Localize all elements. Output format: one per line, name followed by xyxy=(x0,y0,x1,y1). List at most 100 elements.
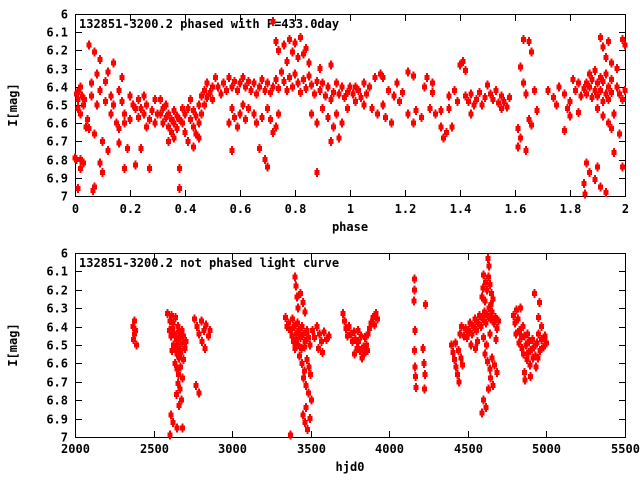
data-point xyxy=(427,106,433,112)
data-point xyxy=(178,349,184,355)
data-point xyxy=(480,316,486,322)
data-point xyxy=(504,104,510,110)
data-point xyxy=(614,66,620,72)
data-point xyxy=(586,71,592,77)
data-point xyxy=(357,348,363,353)
data-point xyxy=(345,333,351,339)
data-point xyxy=(422,386,428,392)
data-point xyxy=(432,111,438,117)
data-point xyxy=(207,327,213,333)
data-point xyxy=(479,102,485,108)
data-point xyxy=(97,87,103,93)
x-tick-label: 1.4 xyxy=(450,202,472,216)
data-point xyxy=(422,302,428,307)
data-point xyxy=(141,111,147,117)
data-point xyxy=(293,331,299,337)
data-point xyxy=(94,102,100,108)
data-point xyxy=(75,186,81,192)
data-point xyxy=(383,115,389,121)
data-point xyxy=(597,184,603,190)
data-point xyxy=(488,316,494,322)
data-point xyxy=(452,357,457,363)
data-point xyxy=(325,115,331,121)
data-point xyxy=(102,98,108,104)
data-point xyxy=(443,129,449,135)
data-point xyxy=(578,93,584,99)
data-point xyxy=(289,333,295,339)
data-point xyxy=(302,419,308,425)
data-point xyxy=(299,360,305,366)
y-tick-label: 6.8 xyxy=(46,394,68,408)
data-point xyxy=(284,87,290,93)
data-point xyxy=(606,38,611,44)
data-point xyxy=(174,366,180,372)
data-point xyxy=(573,87,578,93)
data-point xyxy=(515,144,521,150)
data-point xyxy=(370,314,376,320)
data-point xyxy=(326,333,332,339)
data-point xyxy=(105,148,111,153)
data-point xyxy=(359,355,365,361)
data-point xyxy=(170,419,176,425)
data-point xyxy=(522,377,528,383)
data-point xyxy=(520,324,526,330)
data-point xyxy=(520,37,526,42)
data-point xyxy=(455,348,461,353)
data-point xyxy=(457,62,463,68)
data-point xyxy=(464,335,470,341)
data-point xyxy=(212,75,218,81)
data-point xyxy=(328,138,334,144)
data-point xyxy=(174,351,180,357)
data-point xyxy=(185,106,191,112)
data-point xyxy=(481,309,487,315)
data-point xyxy=(203,322,209,328)
x-axis-label: hjd0 xyxy=(336,460,365,474)
data-point xyxy=(413,384,419,390)
data-point xyxy=(199,93,204,99)
data-point xyxy=(339,84,345,90)
data-point xyxy=(173,337,179,342)
y-tick-label: 6.5 xyxy=(46,99,68,113)
data-point xyxy=(256,84,262,90)
data-point xyxy=(603,55,609,61)
data-point xyxy=(470,324,476,330)
data-point xyxy=(240,75,246,81)
data-point xyxy=(276,47,281,53)
data-point xyxy=(314,324,320,330)
y-tick-label: 6.9 xyxy=(46,172,68,186)
data-point xyxy=(473,346,479,352)
data-point xyxy=(413,373,419,379)
data-point xyxy=(539,324,545,330)
data-point xyxy=(514,307,520,313)
data-point xyxy=(597,87,603,93)
data-point xyxy=(603,189,609,195)
data-point xyxy=(351,329,357,335)
data-point xyxy=(100,138,105,144)
data-point xyxy=(152,120,158,126)
data-point xyxy=(283,314,289,320)
data-point xyxy=(78,157,83,163)
data-point xyxy=(358,95,364,101)
x-tick-label: 3500 xyxy=(297,442,326,456)
data-point xyxy=(614,84,620,90)
x-tick-label: 1 xyxy=(347,202,354,216)
x-tick-label: 0 xyxy=(72,202,79,216)
data-point xyxy=(353,337,358,342)
data-point xyxy=(248,87,254,93)
data-point xyxy=(152,97,158,102)
data-point xyxy=(342,95,347,101)
data-point xyxy=(485,82,490,88)
y-tick-label: 6.9 xyxy=(46,413,68,427)
data-point xyxy=(314,169,320,175)
data-point xyxy=(119,98,125,104)
data-point xyxy=(229,84,235,90)
data-point xyxy=(515,316,521,322)
data-point xyxy=(586,84,592,90)
data-point xyxy=(122,166,127,172)
data-point xyxy=(366,84,372,90)
data-point xyxy=(169,313,175,319)
data-point xyxy=(301,344,307,350)
data-point xyxy=(168,129,174,135)
data-point xyxy=(483,279,488,285)
data-point xyxy=(606,120,611,126)
